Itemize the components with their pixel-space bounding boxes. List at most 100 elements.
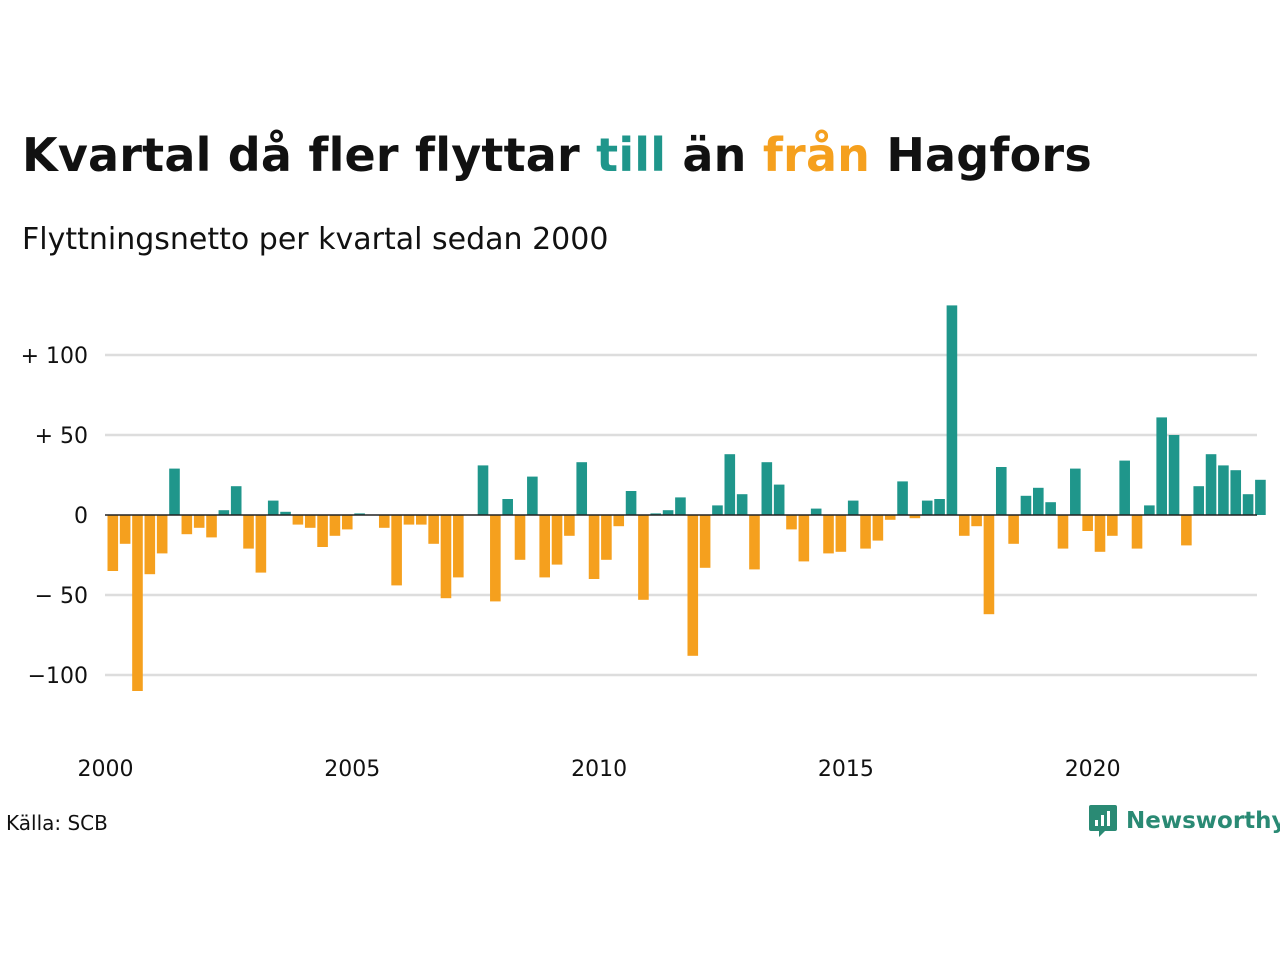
x-tick-label: 2005 xyxy=(324,757,380,782)
bar xyxy=(847,500,859,515)
grid-lines xyxy=(105,353,1257,677)
bar xyxy=(193,515,205,528)
bar xyxy=(477,465,489,515)
bar xyxy=(687,515,699,656)
axes: + 100 + 50 0 − 50 −100 2000 2005 2010 2015 2020 xyxy=(21,344,1257,782)
bar xyxy=(1242,494,1254,515)
bar xyxy=(1045,502,1056,515)
bar xyxy=(588,515,600,579)
bar xyxy=(416,515,427,525)
bar xyxy=(983,515,995,615)
bar xyxy=(971,515,982,527)
title-prefix: Kvartal då fler flyttar xyxy=(22,128,597,182)
bar xyxy=(724,454,736,515)
bar xyxy=(502,499,513,515)
bar xyxy=(255,515,267,573)
bar xyxy=(1181,515,1192,546)
bar xyxy=(329,515,341,536)
bar xyxy=(156,515,168,554)
title-mid: än xyxy=(666,128,763,182)
y-tick-label: − 50 xyxy=(35,584,88,609)
bar xyxy=(144,515,156,575)
bar xyxy=(514,515,526,560)
brand-name: Newsworthy xyxy=(1126,808,1280,834)
bar xyxy=(391,515,402,586)
bar xyxy=(1218,465,1229,515)
bar xyxy=(625,491,637,515)
bar xyxy=(995,467,1007,515)
bar xyxy=(440,515,452,599)
bar xyxy=(539,515,550,578)
bar xyxy=(1082,515,1093,531)
bar xyxy=(934,499,945,515)
bar xyxy=(576,462,588,515)
bar xyxy=(601,515,612,560)
bar xyxy=(946,305,958,515)
bar xyxy=(1008,515,1019,544)
bar xyxy=(243,515,254,549)
bar xyxy=(292,515,304,525)
bar xyxy=(712,505,723,515)
chart-title: Kvartal då fler flyttar till än från Hag… xyxy=(22,128,1092,182)
bar xyxy=(230,486,242,515)
bar xyxy=(675,497,686,515)
bar xyxy=(662,510,674,515)
bar xyxy=(564,515,575,536)
bar xyxy=(527,476,538,515)
bar xyxy=(823,515,834,554)
bars xyxy=(107,305,1266,691)
bar xyxy=(1168,435,1180,515)
bar xyxy=(317,515,328,547)
bar xyxy=(1255,479,1266,515)
bar xyxy=(835,515,847,552)
y-tick-label: + 50 xyxy=(35,424,88,449)
bar xyxy=(218,510,230,515)
x-tick-label: 2000 xyxy=(78,757,134,782)
brand-logo: Newsworthy xyxy=(1088,804,1280,838)
bar xyxy=(1070,468,1081,515)
bar xyxy=(1144,505,1155,515)
bar xyxy=(1131,515,1143,549)
bar xyxy=(1156,417,1167,515)
y-tick-label: −100 xyxy=(28,664,88,689)
bar xyxy=(132,515,143,691)
bar xyxy=(958,515,970,536)
bar xyxy=(909,515,921,519)
bar xyxy=(1193,486,1205,515)
bar xyxy=(403,515,415,525)
bar xyxy=(798,515,810,562)
bar xyxy=(638,515,649,600)
bar xyxy=(884,515,896,520)
bar xyxy=(453,515,464,578)
x-tick-label: 2020 xyxy=(1065,757,1121,782)
title-fran: från xyxy=(762,128,871,182)
newsworthy-logo-icon xyxy=(1089,805,1117,837)
y-tick-label: 0 xyxy=(74,504,88,529)
bar xyxy=(761,462,773,515)
bar xyxy=(428,515,439,544)
bar xyxy=(378,515,390,528)
x-tick-label: 2015 xyxy=(818,757,874,782)
bar xyxy=(107,515,119,571)
chart-subtitle: Flyttningsnetto per kvartal sedan 2000 xyxy=(22,222,609,257)
bar xyxy=(921,500,933,515)
bar xyxy=(119,515,131,544)
y-tick-label: + 100 xyxy=(21,344,88,369)
bar xyxy=(897,481,908,515)
bar xyxy=(206,515,217,538)
bar xyxy=(354,513,365,515)
title-till: till xyxy=(596,128,667,182)
bar xyxy=(1119,460,1130,515)
bar xyxy=(786,515,797,530)
bar xyxy=(551,515,563,565)
bar xyxy=(1033,487,1044,515)
bar xyxy=(749,515,760,570)
bar xyxy=(810,508,822,515)
bar xyxy=(280,511,291,515)
bar xyxy=(267,500,279,515)
bar xyxy=(650,513,662,515)
title-suffix: Hagfors xyxy=(870,128,1092,182)
source-note: Källa: SCB xyxy=(6,811,108,835)
bar xyxy=(1230,470,1242,515)
